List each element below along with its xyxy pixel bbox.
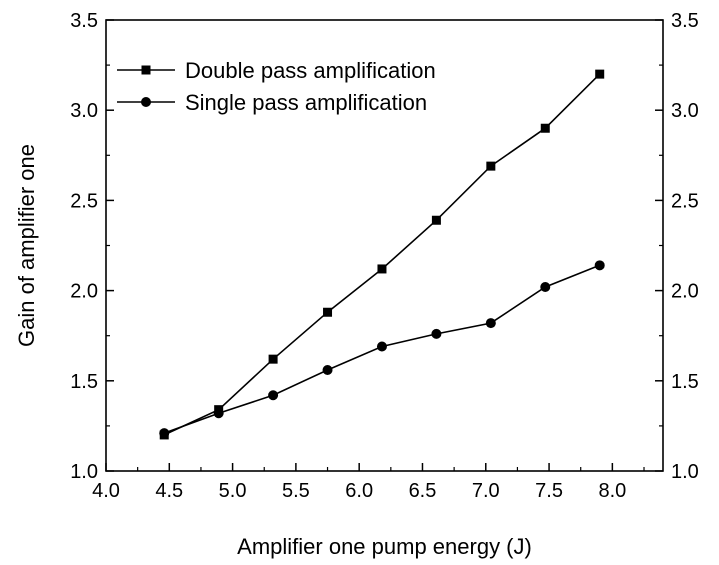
data-point	[377, 264, 387, 274]
x-tick-label: 7.0	[472, 480, 500, 502]
data-point	[268, 390, 279, 401]
series-square	[159, 69, 605, 440]
x-tick-label: 6.0	[345, 480, 373, 502]
y-left-tick-label: 2.5	[70, 190, 98, 212]
data-point	[159, 428, 170, 439]
x-axis-title: Amplifier one pump energy (J)	[237, 534, 532, 559]
y-right-tick-label: 3.0	[671, 100, 699, 122]
data-point	[540, 281, 551, 292]
x-tick-label: 5.5	[282, 480, 310, 502]
series-layer	[159, 69, 605, 440]
y-right-tick-label: 1.5	[671, 371, 699, 393]
y-left-tick-label: 3.5	[70, 10, 98, 32]
legend-item: Double pass amplification	[117, 58, 436, 83]
legend-marker	[141, 97, 151, 107]
legend-marker	[141, 65, 151, 75]
data-point	[376, 341, 387, 352]
y-left-tick-label: 1.0	[70, 461, 98, 483]
plot-border	[105, 19, 664, 472]
series-line	[163, 73, 601, 436]
data-point	[594, 260, 605, 271]
axis-tick-labels: 4.0 4.5 5.0 5.5 6.0 6.5 7.0 7.5 8.0 1.0 1.0 1.5 1.5 2…	[70, 10, 699, 502]
y-right-tick-label: 2.5	[671, 190, 699, 212]
y-right-tick-label: 2.0	[671, 281, 699, 303]
x-tick-label: 5.0	[219, 480, 247, 502]
x-tick-label: 4.5	[155, 480, 183, 502]
data-point	[431, 215, 441, 225]
y-axis-title: Gain of amplifier one	[14, 144, 39, 347]
data-point	[540, 123, 550, 133]
data-point	[431, 328, 442, 339]
data-point	[268, 354, 278, 364]
x-tick-label: 6.5	[409, 480, 437, 502]
plot-frame	[105, 19, 664, 472]
x-tick-label: 7.5	[535, 480, 563, 502]
data-point	[322, 364, 333, 375]
legend-label: Double pass amplification	[185, 58, 436, 83]
data-point	[485, 318, 496, 329]
legend-item: Single pass amplification	[117, 90, 427, 115]
data-point	[486, 161, 496, 171]
data-point	[595, 69, 605, 79]
y-right-tick-label: 1.0	[671, 461, 699, 483]
data-point	[213, 408, 224, 419]
axis-ticks	[105, 19, 663, 472]
y-right-tick-label: 3.5	[671, 10, 699, 32]
y-left-tick-label: 3.0	[70, 100, 98, 122]
x-tick-label: 8.0	[598, 480, 626, 502]
data-point	[323, 307, 333, 317]
y-left-tick-label: 2.0	[70, 281, 98, 303]
legend: Double pass amplification Single pass amp…	[117, 58, 436, 115]
legend-label: Single pass amplification	[185, 90, 427, 115]
y-left-tick-label: 1.5	[70, 371, 98, 393]
x-tick-label: 4.0	[92, 480, 120, 502]
series-circle	[159, 260, 605, 439]
